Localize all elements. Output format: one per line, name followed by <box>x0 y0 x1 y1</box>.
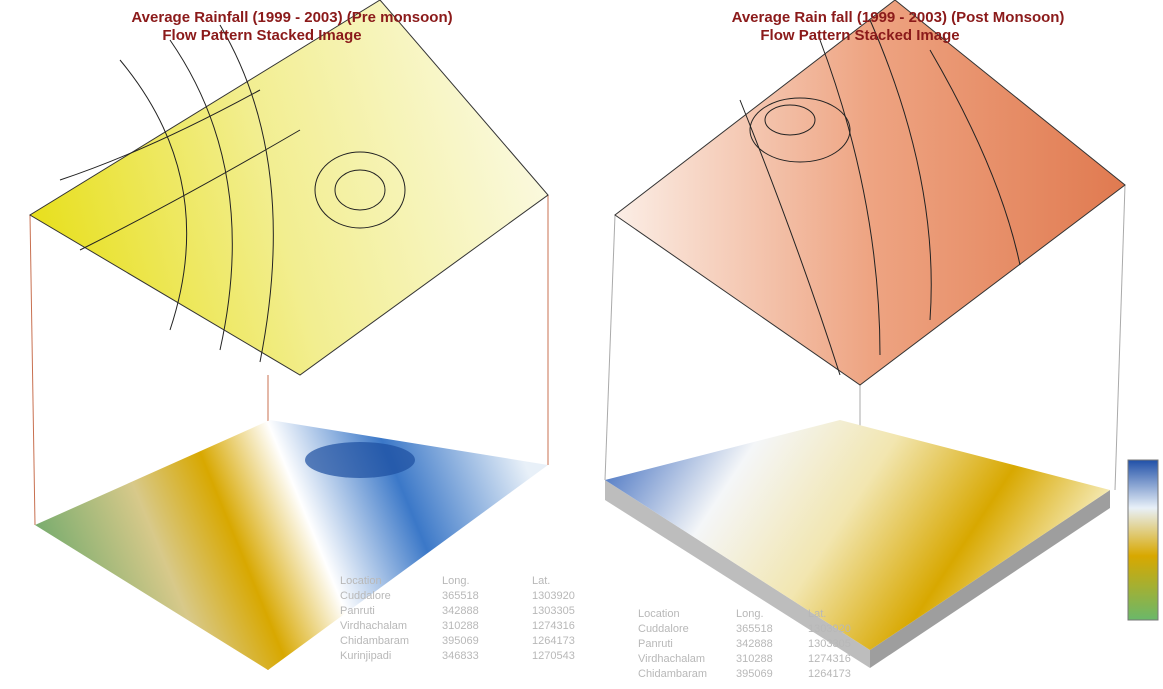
table-cell: Long. <box>442 575 470 587</box>
frame-edge <box>605 215 615 480</box>
surface-3d <box>35 420 548 670</box>
color-bar <box>1128 460 1158 620</box>
table-cell: 395069 <box>442 635 479 647</box>
table-cell: Virdhachalam <box>340 620 407 632</box>
panel-subtitle: Flow Pattern Stacked Image <box>162 27 361 44</box>
table-cell: Virdhachalam <box>638 653 705 665</box>
surface-low <box>305 442 415 478</box>
table-cell: 1264173 <box>532 635 575 647</box>
table-cell: 1303920 <box>532 590 575 602</box>
table-cell: 365518 <box>442 590 479 602</box>
table-cell: 1303305 <box>532 605 575 617</box>
table-cell: Chidambaram <box>638 668 707 680</box>
left-panel: Average Rainfall (1999 - 2003) (Pre mons… <box>30 0 575 670</box>
table-cell: 1264173 <box>808 668 851 680</box>
table-cell: 1303920 <box>808 623 851 635</box>
table-cell: 1270543 <box>532 650 575 662</box>
table-cell: Lat. <box>808 608 826 620</box>
panel-title: Average Rainfall (1999 - 2003) (Pre mons… <box>131 9 452 26</box>
table-cell: 310288 <box>736 653 773 665</box>
table-cell: Long. <box>736 608 764 620</box>
table-cell: 346833 <box>442 650 479 662</box>
right-panel: Average Rain fall (1999 - 2003) (Post Mo… <box>605 0 1158 680</box>
table-cell: Cuddalore <box>340 590 391 602</box>
table-cell: 310288 <box>442 620 479 632</box>
table-cell: 1303305 <box>808 638 851 650</box>
table-cell: Panruti <box>340 605 375 617</box>
table-cell: 342888 <box>442 605 479 617</box>
frame-edge <box>30 215 35 525</box>
location-table: Location Long. Lat. Cuddalore 365518 1303920 P… <box>638 608 851 680</box>
contour-map <box>615 0 1125 385</box>
table-cell: Lat. <box>532 575 550 587</box>
table-cell: Cuddalore <box>638 623 689 635</box>
table-cell: Kurinjipadi <box>340 650 391 662</box>
table-cell: 1274316 <box>808 653 851 665</box>
frame-edge <box>1115 185 1125 490</box>
table-cell: 395069 <box>736 668 773 680</box>
figure: Average Rainfall (1999 - 2003) (Pre mons… <box>0 0 1163 689</box>
table-cell: 342888 <box>736 638 773 650</box>
table-cell: Location <box>340 575 382 587</box>
panel-subtitle: Flow Pattern Stacked Image <box>760 27 959 44</box>
table-cell: Location <box>638 608 680 620</box>
table-cell: 365518 <box>736 623 773 635</box>
panel-title: Average Rain fall (1999 - 2003) (Post Mo… <box>732 9 1065 26</box>
contour-map <box>30 0 548 375</box>
table-cell: Chidambaram <box>340 635 409 647</box>
table-cell: Panruti <box>638 638 673 650</box>
table-cell: 1274316 <box>532 620 575 632</box>
